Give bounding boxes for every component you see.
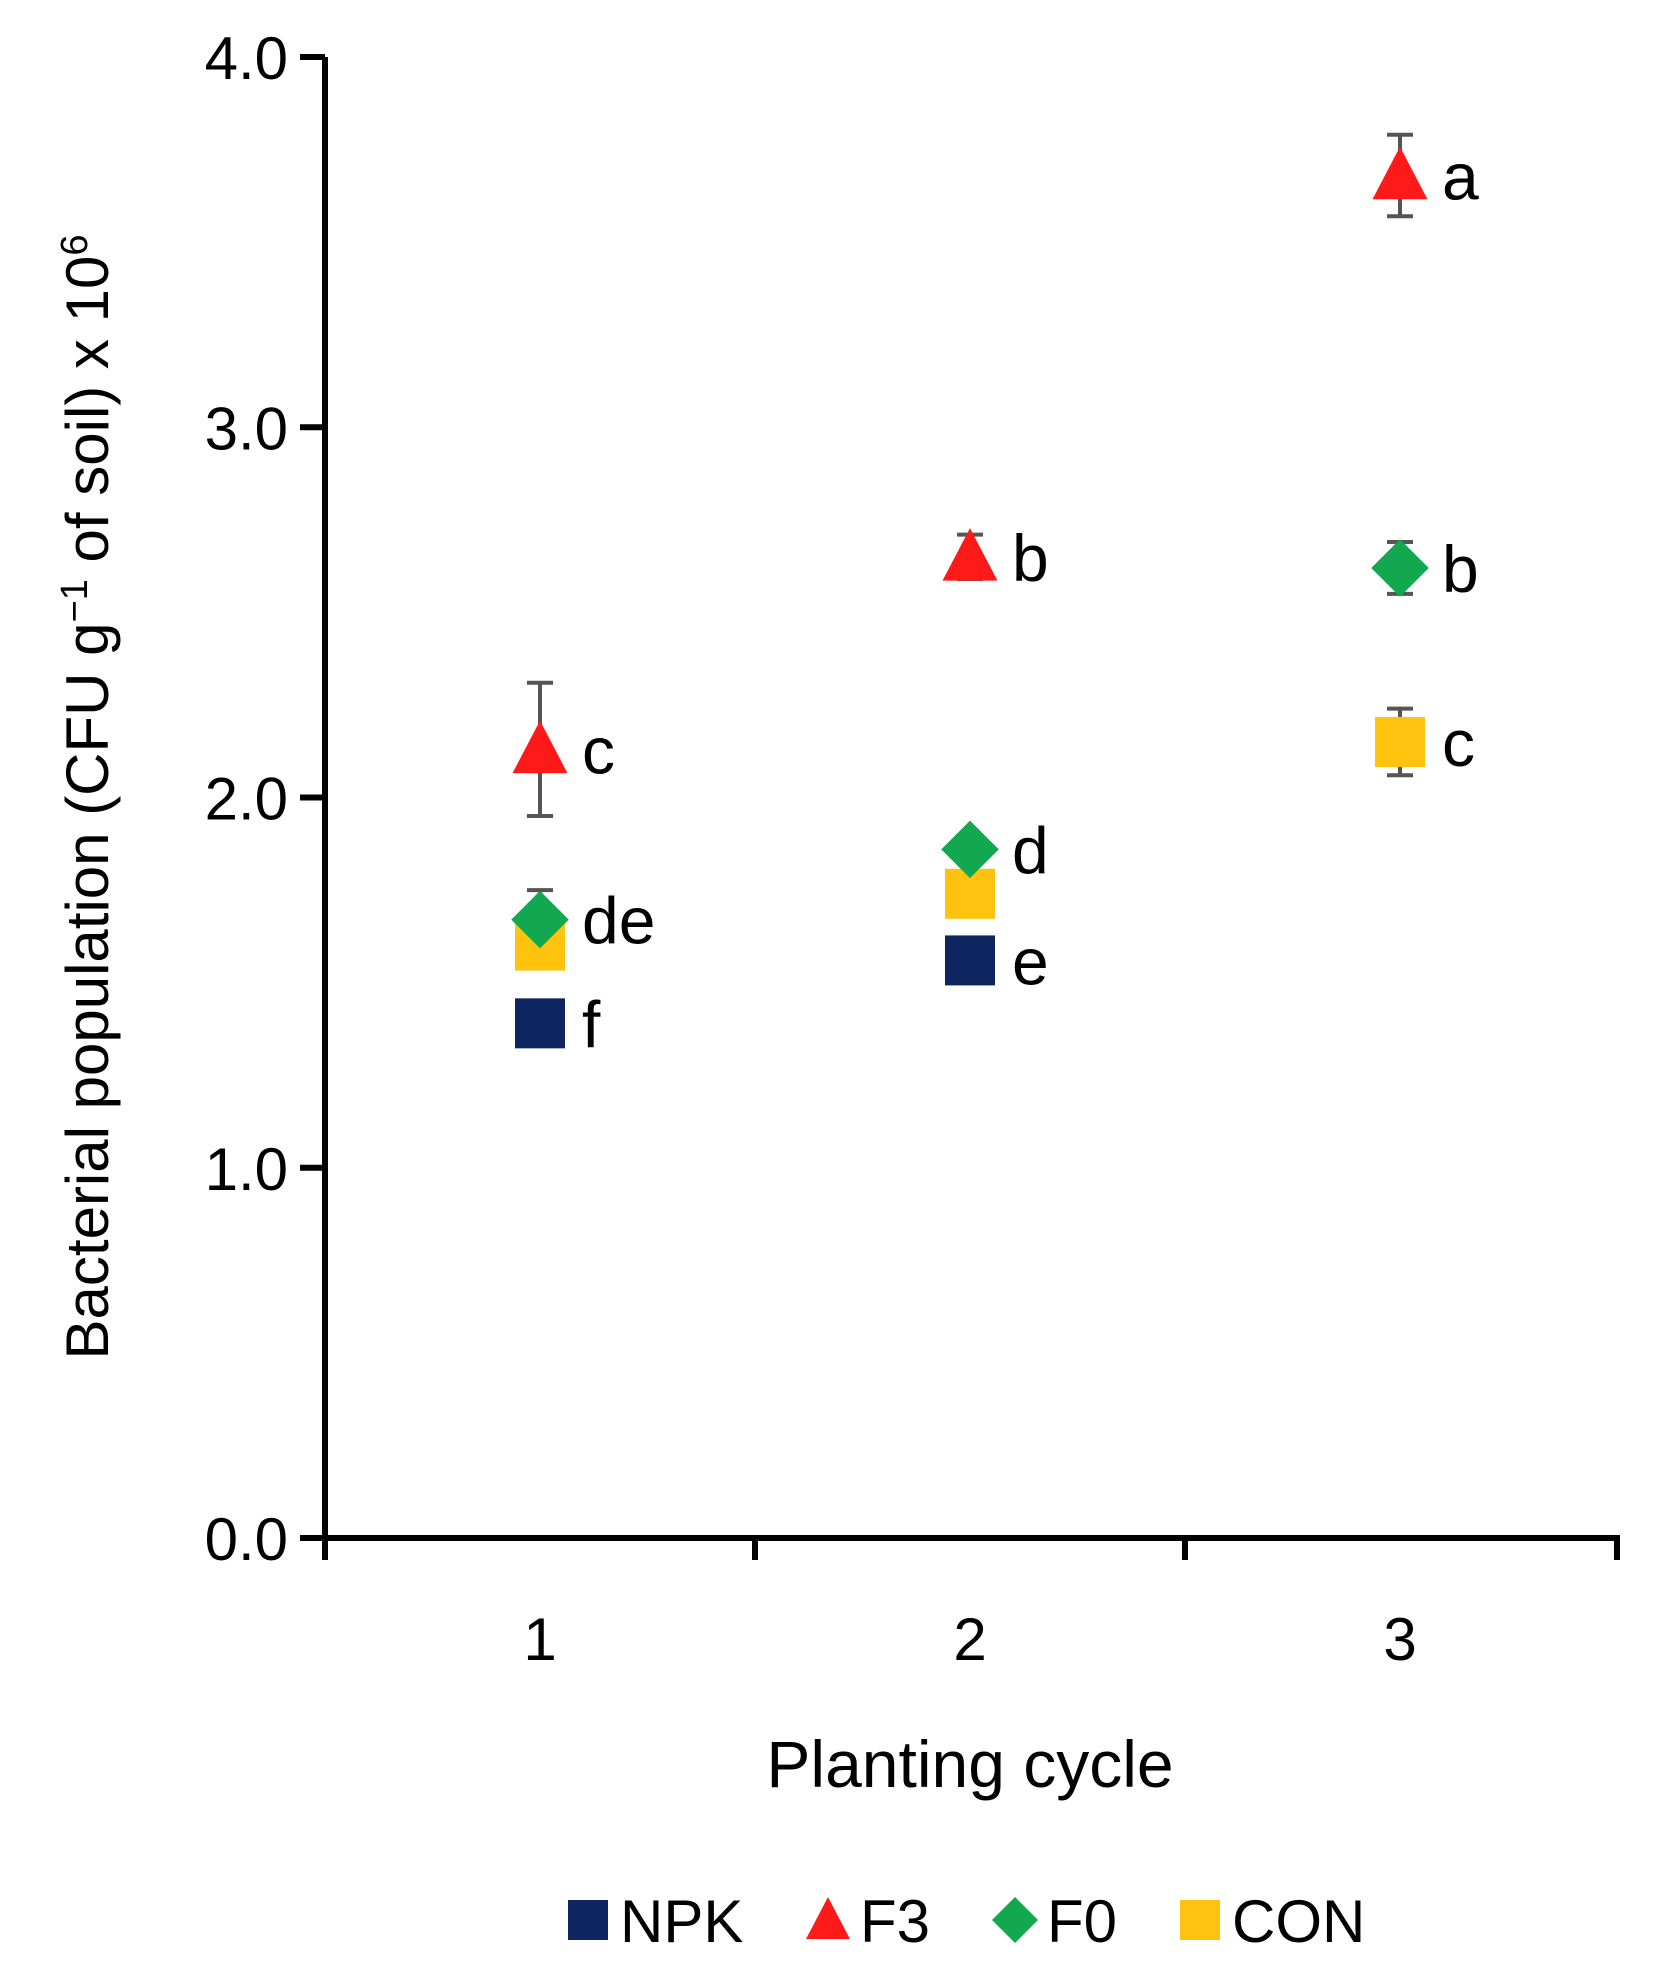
significance-label: f <box>582 987 601 1061</box>
legend-marker-con <box>1180 1900 1220 1940</box>
data-point-f0 <box>511 890 569 949</box>
axes <box>300 57 1620 1541</box>
data-point-npk <box>945 935 995 986</box>
y-axis-title-main: Bacterial population (CFU g <box>54 622 121 1359</box>
significance-labels: f e c b a de d b c <box>582 139 1479 1061</box>
x-axis-title: Planting cycle <box>766 1727 1173 1801</box>
data-point-f0 <box>1371 539 1429 597</box>
y-tick-label: 3.0 <box>205 395 288 462</box>
x-tick-label: 1 <box>523 1606 556 1673</box>
x-tick-label: 2 <box>953 1606 986 1673</box>
significance-label: b <box>1012 521 1049 595</box>
legend: NPK F3 F0 CON <box>568 1888 1365 1955</box>
y-ticks: 0.0 1.0 2.0 3.0 4.0 <box>205 25 325 1573</box>
legend-marker-f0 <box>992 1897 1038 1943</box>
legend-item-npk: NPK <box>568 1888 743 1955</box>
y-axis-title-middle: of soil) x 10 <box>54 256 121 579</box>
legend-item-f0: F0 <box>992 1888 1117 1955</box>
data-markers <box>511 146 1429 1049</box>
y-tick-label: 2.0 <box>205 766 288 833</box>
y-tick-label: 4.0 <box>205 25 288 92</box>
legend-marker-f3 <box>806 1897 850 1939</box>
significance-label: a <box>1442 139 1479 213</box>
data-point-f3 <box>942 528 998 581</box>
legend-marker-npk <box>568 1900 608 1940</box>
y-tick-label: 0.0 <box>205 1506 288 1573</box>
y-tick-label: 1.0 <box>205 1136 288 1203</box>
legend-label: F3 <box>860 1888 930 1955</box>
legend-label: CON <box>1232 1888 1365 1955</box>
x-ticks: 1 2 3 <box>322 1538 1620 1673</box>
significance-label: c <box>582 713 615 787</box>
y-axis-title-sup-1: −1 <box>54 579 96 622</box>
legend-item-f3: F3 <box>806 1888 930 1955</box>
legend-label: F0 <box>1047 1888 1117 1955</box>
data-point-con <box>1375 716 1425 767</box>
data-point-f3 <box>512 720 568 774</box>
data-point-f0 <box>941 820 999 879</box>
legend-label: NPK <box>620 1888 743 1955</box>
data-point-npk <box>515 998 565 1049</box>
x-tick-label: 3 <box>1383 1606 1416 1673</box>
significance-label: de <box>582 884 655 958</box>
y-axis-title-sup-2: 6 <box>54 235 96 256</box>
data-point-f3 <box>1372 146 1428 200</box>
significance-label: b <box>1442 532 1479 606</box>
significance-label: d <box>1012 813 1049 887</box>
significance-label: e <box>1012 924 1049 998</box>
significance-label: c <box>1442 706 1475 780</box>
y-axis-title: Bacterial population (CFU g−1 of soil) x… <box>54 235 121 1360</box>
legend-item-con: CON <box>1180 1888 1365 1955</box>
